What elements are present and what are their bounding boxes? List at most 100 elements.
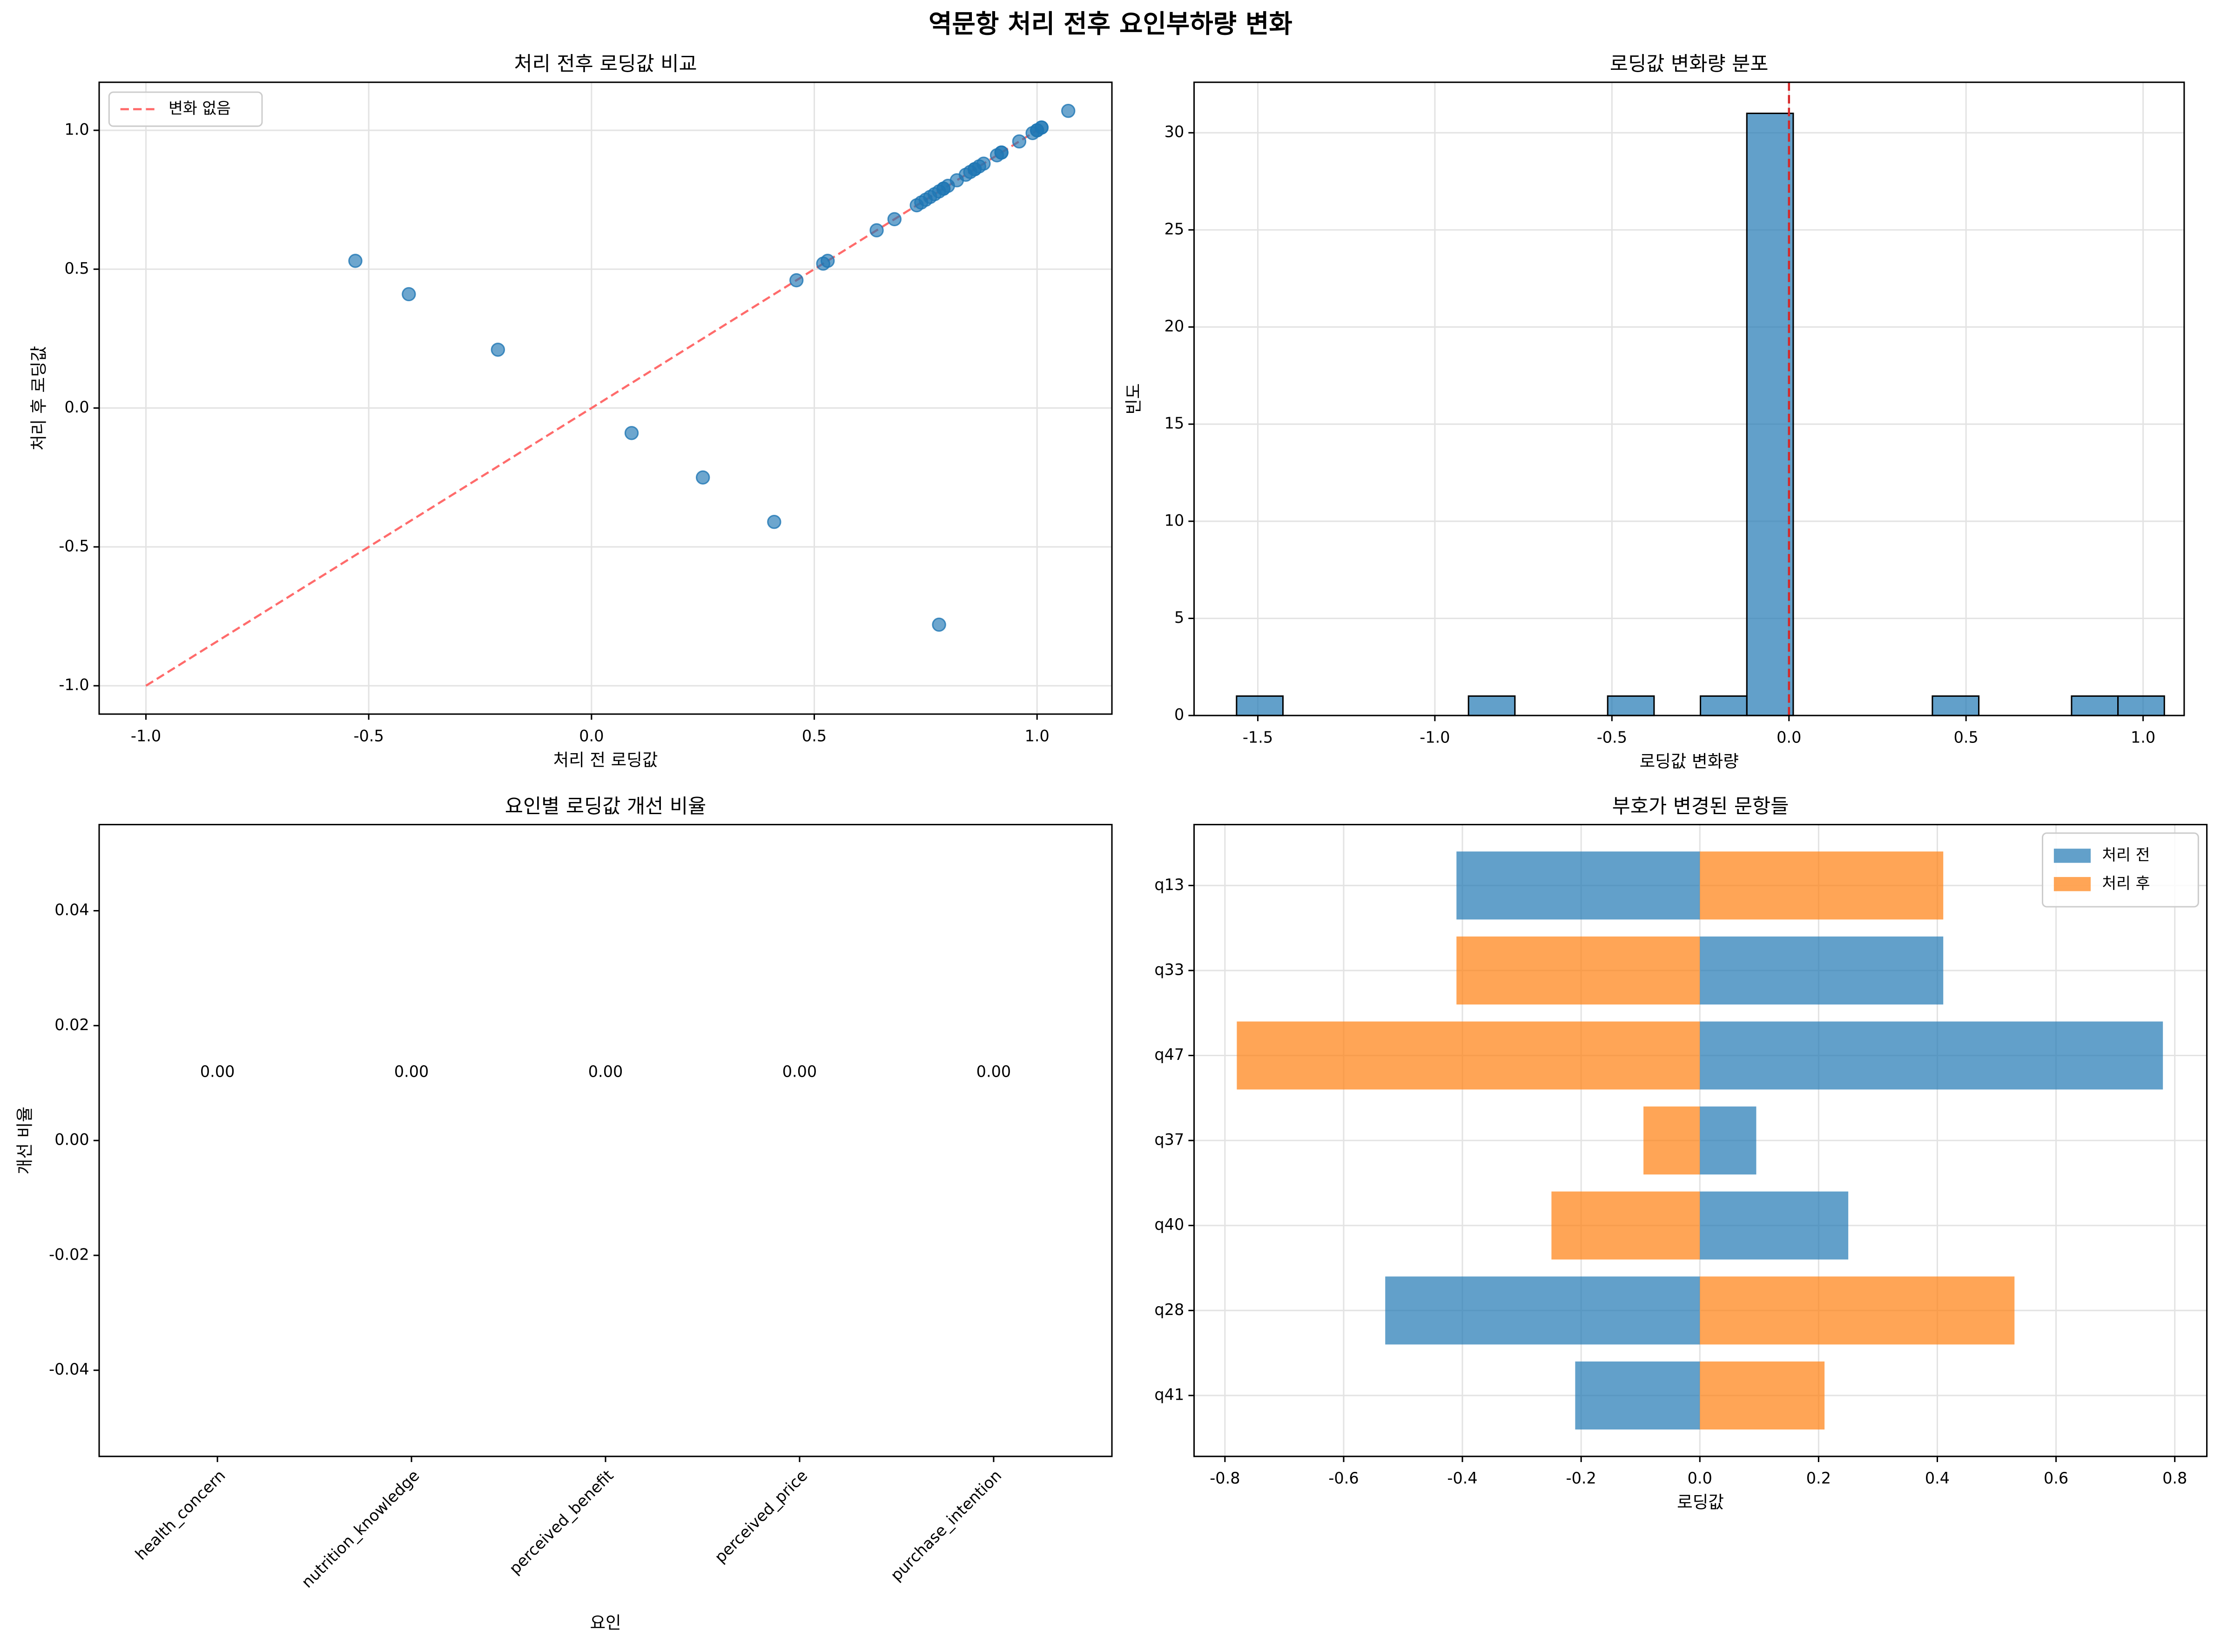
point: [821, 254, 835, 268]
point: [402, 287, 416, 302]
bar: [1700, 1191, 1849, 1260]
x-tick-label: nutrition_knowledge: [298, 1466, 423, 1591]
bar: [1237, 1021, 1700, 1090]
bar: [1700, 695, 1748, 716]
bar: [1700, 1361, 1825, 1429]
point: [695, 470, 710, 485]
y-tick-label: 15: [1164, 414, 1185, 432]
point: [932, 617, 946, 632]
bar: [1700, 1021, 2163, 1090]
x-tick-label: 0.0: [1688, 1469, 1712, 1487]
x-tick-label: -0.5: [1597, 728, 1627, 746]
bar: [2071, 695, 2119, 716]
x-axis-label: 요인: [590, 1612, 621, 1632]
bar: [1467, 695, 1516, 716]
point: [348, 254, 363, 268]
y-tick-label: -0.02: [49, 1245, 89, 1263]
x-tick-label: -0.6: [1328, 1469, 1359, 1487]
x-tick-label: health_concern: [132, 1466, 229, 1564]
x-tick-label: purchase_intention: [887, 1466, 1005, 1585]
point: [491, 343, 505, 357]
y-tick-label: 30: [1164, 123, 1185, 141]
point: [936, 182, 951, 196]
legend-box: [2042, 832, 2199, 908]
x-tick-label: -0.5: [354, 727, 384, 745]
bar: [1236, 695, 1284, 716]
x-tick-label: 0.0: [1777, 728, 1801, 746]
point: [767, 514, 781, 529]
x-tick-label: perceived_benefit: [505, 1466, 617, 1578]
y-tick-label: -0.04: [49, 1360, 89, 1378]
y-tick-label: q41: [1154, 1385, 1184, 1403]
y-tick-label: 0.5: [64, 259, 89, 277]
bar: [2117, 695, 2165, 716]
x-tick-label: -0.4: [1447, 1469, 1477, 1487]
subplot-title: 요인별 로딩값 개선 비율: [505, 795, 706, 818]
legend-swatch: [2053, 849, 2091, 863]
value-label: 0.00: [394, 1063, 429, 1081]
bar: [1551, 1191, 1700, 1260]
legend-box: [108, 91, 263, 127]
bar: [1643, 1106, 1700, 1175]
y-tick-label: -0.5: [59, 537, 89, 555]
bar: [1575, 1361, 1700, 1429]
y-tick-label: q37: [1154, 1131, 1184, 1149]
y-tick-label: q33: [1154, 960, 1184, 978]
bar: [1700, 936, 1944, 1005]
point: [994, 145, 1009, 160]
value-label: 0.00: [588, 1063, 623, 1081]
bar: [1700, 851, 1944, 920]
legend-label: 처리 후: [2102, 874, 2150, 892]
axes-frame: [98, 823, 1113, 1457]
x-tick-label: 0.0: [579, 727, 604, 745]
subplot: 부호가 변경된 문항들 -0.8 -0.6 -0.4 -0.2 0.0 0.2 0.4 0.6 0…: [1154, 795, 2208, 1512]
x-axis-label: 로딩값 변화량: [1640, 751, 1739, 771]
point: [789, 273, 804, 288]
point: [1012, 134, 1027, 149]
point: [967, 162, 982, 176]
subplot: 처리 전후 로딩값 비교 -1.0 -0.5 0.0 0.5 1.0 -1.0 -0.5 0.0…: [29, 53, 1113, 770]
subplot: 요인별 로딩값 개선 비율 -0.04 -0.02 0.00 0.02 0.04 0.00 h…: [14, 795, 1113, 1632]
bar: [1746, 112, 1794, 716]
x-tick-label: 0.5: [802, 727, 827, 745]
y-tick-label: q13: [1154, 876, 1184, 894]
x-tick-label: 0.8: [2162, 1469, 2187, 1487]
x-tick-label: 0.5: [1954, 728, 1979, 746]
y-tick-label: q40: [1154, 1215, 1184, 1234]
x-tick-label: 0.6: [2044, 1469, 2068, 1487]
bar: [1700, 1106, 1757, 1175]
x-tick-label: 0.2: [1806, 1469, 1831, 1487]
bar: [1385, 1276, 1700, 1345]
x-tick-label: -0.8: [1210, 1469, 1240, 1487]
subplot-title: 로딩값 변화량 분포: [1610, 53, 1769, 76]
x-tick-label: 1.0: [1025, 727, 1050, 745]
subplot-title: 부호가 변경된 문항들: [1612, 795, 1789, 818]
y-axis-label: 개선 비율: [14, 1106, 34, 1174]
y-tick-label: 20: [1164, 317, 1185, 335]
x-tick-label: -0.2: [1566, 1469, 1596, 1487]
y-tick-label: 10: [1164, 511, 1185, 529]
y-tick-label: 0.02: [54, 1016, 89, 1034]
x-tick-label: -1.0: [131, 727, 161, 745]
value-label: 0.00: [976, 1063, 1011, 1081]
bar: [1456, 851, 1700, 920]
x-tick-label: perceived_price: [711, 1466, 811, 1566]
y-tick-label: q47: [1154, 1045, 1184, 1064]
x-axis-label: 로딩값: [1677, 1492, 1724, 1512]
y-tick-label: 0.0: [64, 398, 89, 416]
y-axis-label: 빈도: [1124, 383, 1144, 414]
value-label: 0.00: [200, 1063, 235, 1081]
y-tick-label: q28: [1154, 1301, 1184, 1319]
point: [1061, 103, 1076, 118]
x-tick-label: -1.5: [1243, 728, 1273, 746]
x-axis-label: 처리 전 로딩값: [553, 750, 658, 770]
point: [869, 223, 884, 237]
legend-swatch: [2053, 877, 2091, 891]
legend-label: 변화 없음: [168, 99, 231, 117]
y-tick-label: 0.00: [54, 1131, 89, 1149]
y-tick-label: 5: [1174, 608, 1184, 627]
x-tick-label: -1.0: [1420, 728, 1450, 746]
y-tick-label: -1.0: [59, 676, 89, 694]
